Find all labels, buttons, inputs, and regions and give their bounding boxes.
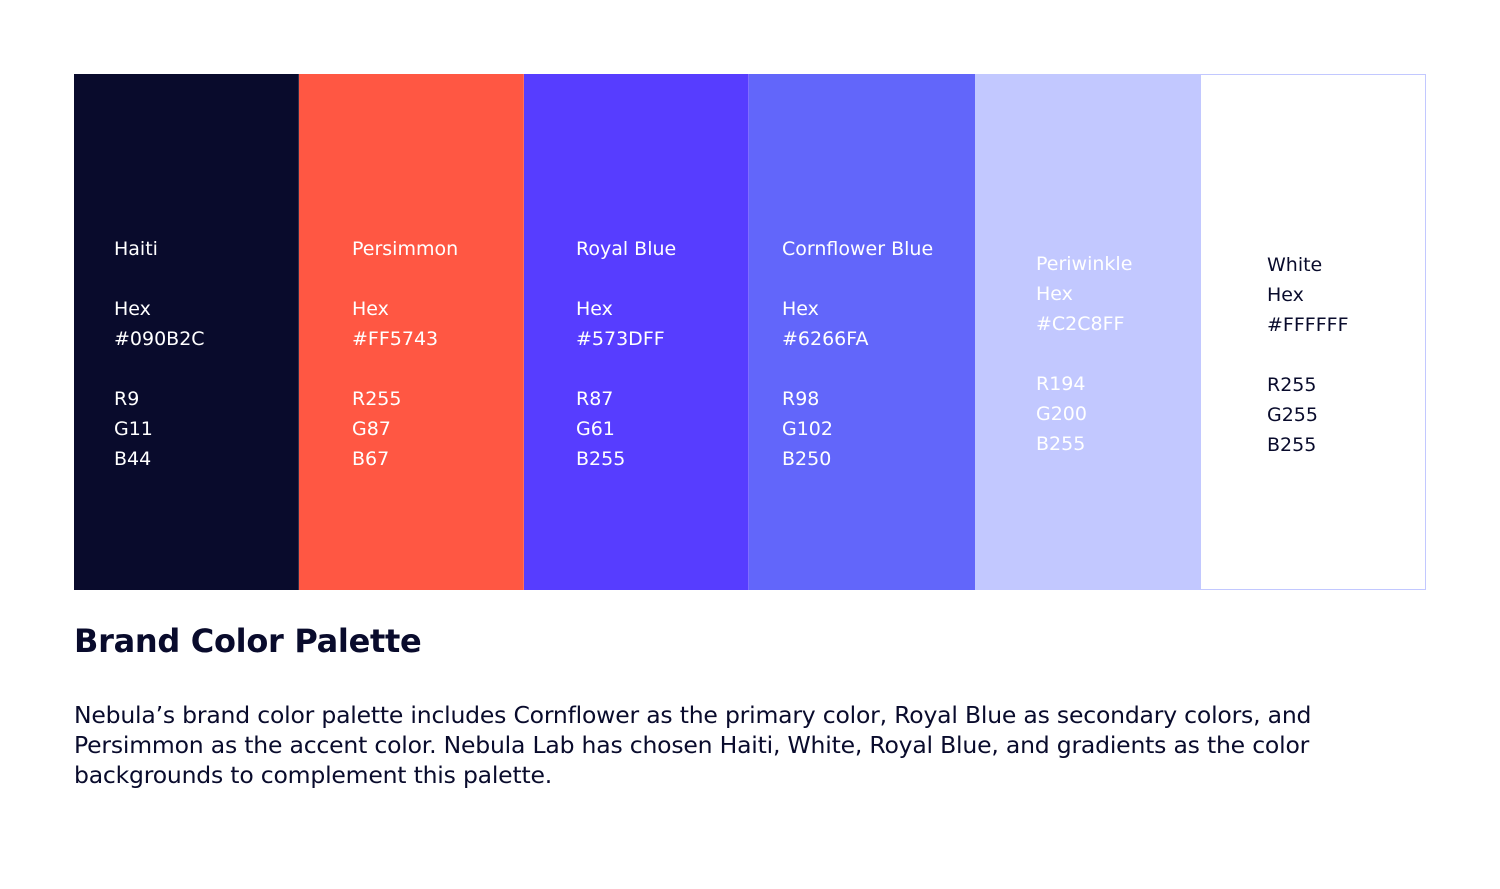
swatch-info: Cornflower Blue Hex #6266FA R98 G102 B25…	[782, 234, 933, 474]
hex-value: #573DFF	[576, 328, 665, 350]
hex-value: #090B2C	[114, 328, 205, 350]
palette-description: Nebula’s brand color palette includes Co…	[74, 701, 1312, 789]
hex-label: Hex	[576, 298, 613, 320]
green-value: G255	[1267, 404, 1318, 426]
swatch-name: Royal Blue	[576, 238, 677, 260]
swatch-periwinkle: Periwinkle Hex #C2C8FF R194 G200 B255	[975, 74, 1200, 590]
red-value: R87	[576, 388, 614, 410]
green-value: G11	[114, 418, 153, 440]
blue-value: B255	[1036, 433, 1086, 455]
color-palette: Haiti Hex #090B2C R9 G11 B44 Persimmon H…	[74, 74, 1426, 590]
hex-label: Hex	[1267, 284, 1304, 306]
red-value: R255	[352, 388, 402, 410]
swatch-info: Persimmon Hex #FF5743 R255 G87 B67	[352, 234, 458, 474]
hex-value: #6266FA	[782, 328, 869, 350]
hex-label: Hex	[352, 298, 389, 320]
green-value: G102	[782, 418, 833, 440]
green-value: G61	[576, 418, 615, 440]
swatch-name: White	[1267, 254, 1323, 276]
green-value: G200	[1036, 403, 1087, 425]
page-title: Brand Color Palette	[74, 622, 422, 660]
swatch-name: Haiti	[114, 238, 158, 260]
red-value: R98	[782, 388, 820, 410]
swatch-info: Haiti Hex #090B2C R9 G11 B44	[114, 234, 205, 474]
hex-value: #FFFFFF	[1267, 314, 1349, 336]
hex-label: Hex	[1036, 283, 1073, 305]
swatch-haiti: Haiti Hex #090B2C R9 G11 B44	[74, 74, 299, 590]
hex-label: Hex	[114, 298, 151, 320]
blue-value: B255	[576, 448, 626, 470]
red-value: R194	[1036, 373, 1086, 395]
swatch-persimmon: Persimmon Hex #FF5743 R255 G87 B67	[299, 74, 524, 590]
swatch-name: Periwinkle	[1036, 253, 1133, 275]
hex-value: #C2C8FF	[1036, 313, 1125, 335]
blue-value: B255	[1267, 434, 1317, 456]
blue-value: B250	[782, 448, 832, 470]
swatch-info: Periwinkle Hex #C2C8FF R194 G200 B255	[1036, 249, 1132, 459]
swatch-white: White Hex #FFFFFF R255 G255 B255	[1200, 74, 1426, 590]
hex-value: #FF5743	[352, 328, 439, 350]
red-value: R255	[1267, 374, 1317, 396]
blue-value: B67	[352, 448, 390, 470]
red-value: R9	[114, 388, 140, 410]
green-value: G87	[352, 418, 391, 440]
blue-value: B44	[114, 448, 152, 470]
swatch-info: Royal Blue Hex #573DFF R87 G61 B255	[576, 234, 676, 474]
swatch-name: Cornflower Blue	[782, 238, 934, 260]
swatch-info: White Hex #FFFFFF R255 G255 B255	[1267, 250, 1349, 460]
swatch-name: Persimmon	[352, 238, 459, 260]
swatch-royal-blue: Royal Blue Hex #573DFF R87 G61 B255	[524, 74, 749, 590]
hex-label: Hex	[782, 298, 819, 320]
swatch-cornflower-blue: Cornflower Blue Hex #6266FA R98 G102 B25…	[749, 74, 975, 590]
